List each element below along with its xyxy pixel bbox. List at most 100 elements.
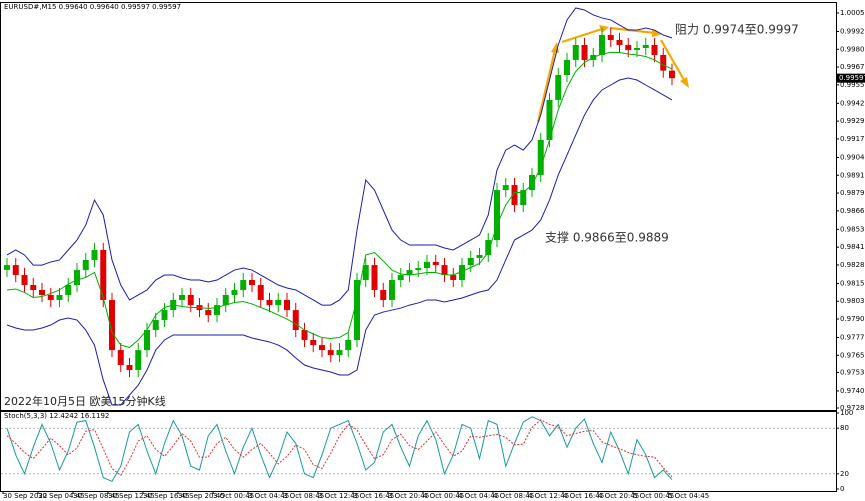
candle-body [485, 240, 492, 255]
x-tick-label: 3 Oct 12:45 [318, 492, 359, 500]
x-tick-label: 30 Sep 20:45 [178, 492, 225, 500]
candle-body [424, 261, 430, 269]
y-tick-label: 0.98155 [840, 279, 865, 287]
stoch-line [6, 419, 673, 478]
arrow-head [680, 77, 689, 88]
x-tick-label: 4 Oct 00:45 [423, 492, 464, 500]
y-tick-label: 0.99295 [840, 117, 865, 125]
band-line [6, 51, 673, 349]
candle-body [572, 44, 579, 60]
x-tick-label: 4 Oct 20:45 [598, 492, 639, 500]
y-tick-label: 0.98665 [840, 207, 865, 215]
candle-body [109, 299, 115, 351]
x-tick-label: 30 Sep 08:45 [73, 492, 120, 500]
x-tick-label: 30 Sep 12:45 [108, 492, 155, 500]
candle-body [74, 270, 80, 286]
y-tick-label: 80 [840, 424, 849, 432]
candle-body [301, 329, 308, 340]
candle-body [660, 54, 667, 71]
candle-body [371, 265, 378, 290]
candle-body [327, 350, 334, 356]
x-tick-label: 3 Oct 04:45 [248, 492, 289, 500]
candle-body [47, 294, 54, 300]
stoch-panel-frame [0, 411, 837, 492]
y-tick-label: 0.97775 [840, 334, 865, 342]
candle-body [599, 35, 605, 55]
candle-body [529, 174, 535, 191]
candle-body [494, 190, 500, 241]
candle-body [30, 285, 37, 290]
annotation: 支撑 0.9866至0.9889 [545, 230, 669, 245]
candle-body [476, 254, 483, 258]
candle-body [100, 249, 107, 300]
candle-body [520, 190, 527, 206]
candle-body [362, 265, 369, 281]
candle-body [467, 257, 474, 266]
y-tick-label: 1.00055 [840, 9, 865, 17]
candle-body [406, 270, 413, 276]
candle-body [607, 35, 614, 41]
candle-body [284, 299, 290, 311]
candle-body [240, 280, 247, 290]
candle-body [205, 310, 212, 316]
y-tick-label: 0.98535 [840, 225, 865, 233]
y-tick-label: 0.98285 [840, 261, 865, 269]
candle-body [397, 275, 404, 281]
candle-body [651, 44, 658, 55]
candle-body [441, 265, 448, 276]
y-tick-label: 0.98915 [840, 171, 865, 179]
candle-body [257, 285, 264, 300]
candle-body [546, 99, 553, 140]
x-tick-label: 3 Oct 16:45 [353, 492, 394, 500]
x-tick-label: 3 Oct 20:45 [388, 492, 429, 500]
y-tick-label: 0.97280 [840, 404, 865, 412]
y-tick-label: 0 [840, 485, 844, 493]
y-tick-label: 0.99925 [840, 27, 865, 35]
x-tick-label: 5 Oct 00:45 [633, 492, 674, 500]
x-tick-label: 30 Sep 16:45 [143, 492, 190, 500]
candle-body [450, 275, 457, 281]
candle-body [144, 329, 150, 351]
candle-body [581, 44, 588, 60]
candle-body [642, 44, 649, 48]
candle-body [275, 299, 282, 306]
candle-body [432, 261, 439, 266]
candle-body [292, 310, 299, 330]
candle-body [39, 289, 45, 295]
y-tick-label: 20 [840, 470, 849, 478]
candle-body [634, 47, 640, 50]
candle-body [222, 294, 229, 306]
candle-body [91, 249, 98, 260]
candle-body [161, 310, 168, 321]
candle-body [56, 294, 63, 300]
candle-body [179, 294, 185, 300]
candle-body [345, 339, 352, 351]
x-tick-label: 30 Sep 04:45 [38, 492, 85, 500]
candle-body [564, 59, 570, 76]
arrow-line [561, 27, 603, 44]
annotation: 阻力 0.9974至0.9997 [675, 23, 799, 37]
band-line [6, 7, 673, 306]
x-tick-label: 5 Oct 04:45 [668, 492, 709, 500]
candle-body [459, 265, 465, 281]
candle-body [625, 44, 632, 50]
arrow-head [652, 29, 662, 37]
candle-body [336, 350, 343, 356]
candle-body [266, 299, 273, 306]
candle-body [21, 275, 28, 286]
candle-body [537, 139, 544, 175]
candle-body [511, 185, 518, 206]
candle-body [389, 280, 395, 300]
